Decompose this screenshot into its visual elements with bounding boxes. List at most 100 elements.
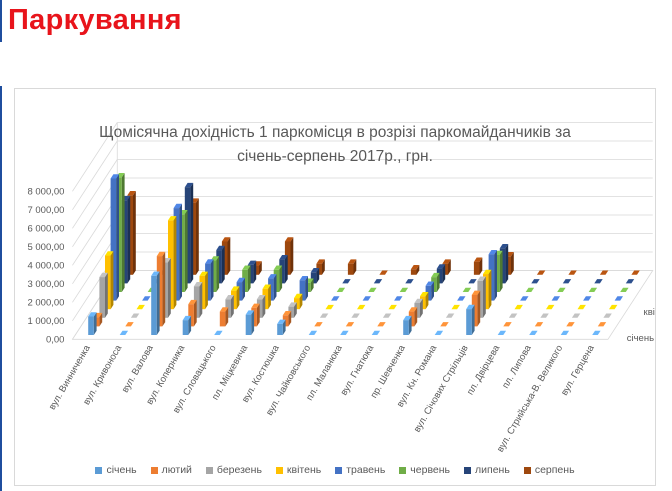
bar-front bbox=[188, 304, 194, 327]
legend-item: серпень bbox=[523, 464, 575, 476]
bar-front bbox=[410, 269, 417, 275]
bar-side bbox=[121, 173, 125, 292]
bar-side bbox=[420, 298, 423, 318]
bar-front bbox=[277, 323, 283, 335]
bar-top bbox=[594, 279, 603, 284]
x-tick-label: пл. Липова bbox=[500, 343, 534, 391]
y-tick-label: 7 000,00 bbox=[27, 205, 64, 216]
bar-front bbox=[151, 275, 157, 335]
y-tick-label: 3 000,00 bbox=[27, 279, 64, 290]
legend-label: березень bbox=[216, 464, 262, 476]
bar-top bbox=[110, 174, 119, 179]
legend-swatch bbox=[275, 466, 283, 474]
bar-side bbox=[262, 295, 266, 318]
bar-side bbox=[284, 255, 288, 284]
x-tick-label: вул. Січових Стрільців bbox=[412, 343, 471, 434]
bar-side bbox=[231, 295, 234, 318]
bar-top bbox=[310, 268, 320, 273]
bar bbox=[462, 287, 472, 293]
bar bbox=[577, 304, 586, 310]
bar-top bbox=[440, 322, 449, 327]
bar-top bbox=[425, 281, 434, 286]
bar bbox=[351, 313, 360, 318]
bar-top bbox=[497, 330, 507, 335]
bar-side bbox=[494, 250, 497, 301]
bar bbox=[560, 330, 570, 336]
bar bbox=[277, 319, 286, 335]
bar-front bbox=[236, 282, 243, 301]
bar bbox=[345, 322, 355, 327]
bar-front bbox=[88, 316, 94, 335]
bar-front bbox=[473, 261, 480, 275]
bar-top bbox=[488, 250, 497, 255]
bar-front bbox=[121, 200, 128, 284]
bar bbox=[405, 279, 414, 284]
bar bbox=[508, 313, 518, 318]
bar-top bbox=[379, 270, 388, 275]
bar-side bbox=[105, 272, 108, 318]
slide-title: Паркування bbox=[8, 4, 182, 36]
bar bbox=[592, 330, 601, 336]
bar-top bbox=[394, 296, 403, 301]
bar-top bbox=[382, 313, 392, 318]
bar bbox=[534, 322, 544, 327]
bar-front bbox=[425, 285, 432, 301]
bar-side bbox=[279, 265, 283, 292]
bar-side bbox=[448, 259, 451, 275]
bar-top bbox=[105, 251, 114, 256]
bar-top bbox=[340, 330, 349, 335]
legend-item: березень bbox=[205, 464, 262, 476]
bar bbox=[268, 274, 277, 301]
bar-side bbox=[188, 315, 192, 335]
bar-top bbox=[316, 259, 325, 264]
legend-swatch bbox=[150, 466, 158, 474]
legend-item: січень bbox=[95, 464, 137, 476]
bar-top bbox=[477, 276, 486, 281]
bar-top bbox=[399, 287, 409, 292]
bar bbox=[536, 270, 546, 275]
bar-front bbox=[182, 320, 189, 335]
bar-top bbox=[156, 251, 166, 257]
bar bbox=[399, 287, 409, 293]
y-tick-label: 2 000,00 bbox=[27, 297, 64, 308]
bar-top bbox=[88, 312, 97, 317]
bar-side bbox=[431, 281, 434, 301]
bar bbox=[219, 307, 229, 327]
bar-front bbox=[466, 309, 472, 335]
bar bbox=[125, 322, 134, 327]
bar bbox=[371, 330, 381, 336]
bar-side bbox=[251, 310, 255, 335]
bar bbox=[568, 270, 577, 275]
bar-top bbox=[499, 243, 509, 249]
gridline-side bbox=[72, 122, 118, 192]
bar-side bbox=[199, 282, 203, 318]
bar-side bbox=[210, 259, 214, 301]
bar-front bbox=[253, 265, 259, 275]
bar bbox=[546, 304, 555, 310]
bar-top bbox=[434, 330, 444, 335]
bar-top bbox=[410, 264, 420, 270]
bar bbox=[368, 287, 377, 293]
bar-top bbox=[614, 296, 623, 301]
bar bbox=[594, 279, 603, 284]
bar-top bbox=[130, 313, 140, 318]
bar bbox=[357, 304, 366, 310]
legend-swatch bbox=[399, 466, 407, 474]
bar-side bbox=[436, 272, 440, 292]
bar-top bbox=[483, 269, 492, 275]
bar-top bbox=[347, 259, 357, 264]
bar-side bbox=[193, 299, 197, 327]
bar-front bbox=[99, 277, 105, 318]
bar-top bbox=[603, 313, 612, 318]
legend-label: червень bbox=[410, 464, 451, 476]
bar bbox=[562, 279, 572, 284]
bar bbox=[525, 287, 535, 293]
bar-top bbox=[420, 291, 429, 297]
bar-top bbox=[236, 277, 245, 283]
bar-top bbox=[436, 264, 446, 269]
bar-side bbox=[273, 274, 277, 301]
bar bbox=[388, 304, 397, 310]
bar-top bbox=[299, 275, 308, 281]
bar-top bbox=[262, 284, 271, 289]
bar-top bbox=[184, 182, 194, 188]
